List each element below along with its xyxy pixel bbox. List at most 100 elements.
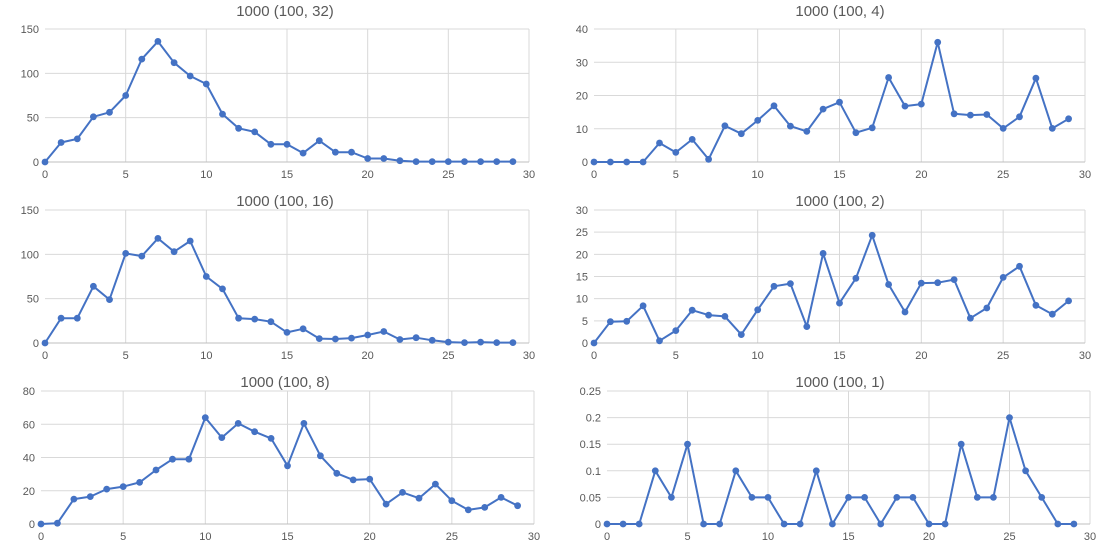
data-point bbox=[299, 149, 307, 157]
data-point bbox=[950, 276, 958, 283]
data-point bbox=[803, 127, 811, 135]
data-point bbox=[412, 334, 420, 342]
data-point bbox=[983, 304, 991, 312]
x-tick-label: 25 bbox=[442, 169, 454, 181]
data-point bbox=[348, 334, 355, 342]
data-point bbox=[444, 338, 452, 346]
data-point bbox=[990, 494, 997, 501]
data-point bbox=[219, 285, 226, 293]
y-tick-label: 20 bbox=[576, 249, 588, 261]
x-tick-label: 20 bbox=[915, 350, 927, 362]
chart-panel-4: 1000 (100, 2) 0 5 10 15 20 25 30 0 5 10 15 20 25 30 bbox=[576, 193, 1091, 362]
y-tick-label: 0 bbox=[582, 338, 588, 350]
data-point bbox=[185, 455, 193, 463]
data-point bbox=[721, 122, 729, 130]
data-point bbox=[477, 338, 484, 346]
series-line bbox=[607, 416, 1074, 525]
data-point bbox=[432, 480, 439, 488]
y-tick-label: 50 bbox=[27, 294, 39, 306]
chart-panel-5: 1000 (100, 8) 0 20 40 60 80 0 5 10 15 20 25 30 bbox=[23, 374, 540, 543]
y-tick-label: 150 bbox=[21, 24, 39, 36]
x-tick-label: 15 bbox=[842, 531, 854, 543]
data-point bbox=[1038, 494, 1046, 501]
data-point bbox=[428, 336, 436, 344]
x-tick-label: 20 bbox=[364, 531, 376, 543]
data-point bbox=[1070, 520, 1078, 528]
data-point bbox=[380, 328, 388, 335]
data-point bbox=[877, 520, 885, 528]
data-point bbox=[267, 435, 275, 442]
data-point bbox=[202, 80, 210, 88]
x-tick-label: 30 bbox=[1084, 531, 1096, 543]
data-point bbox=[893, 494, 901, 501]
data-point bbox=[219, 110, 226, 118]
data-point bbox=[251, 315, 259, 323]
data-point bbox=[639, 302, 647, 310]
data-point bbox=[138, 252, 146, 260]
data-point bbox=[737, 331, 745, 338]
data-point bbox=[1048, 124, 1056, 132]
x-tick-label: 0 bbox=[591, 169, 597, 181]
chart-panel-3: 1000 (100, 16) 0 50 100 150 0 5 10 15 20 25 30 bbox=[21, 193, 535, 362]
data-point bbox=[967, 111, 974, 119]
data-point bbox=[607, 318, 614, 326]
data-point bbox=[672, 327, 680, 334]
data-point bbox=[635, 520, 643, 528]
data-point bbox=[497, 494, 505, 501]
x-tick-label: 0 bbox=[604, 531, 610, 543]
y-tick-label: 15 bbox=[576, 272, 588, 284]
data-point bbox=[957, 440, 965, 448]
data-point bbox=[603, 520, 611, 528]
y-tick-label: 25 bbox=[576, 227, 588, 239]
data-point bbox=[967, 314, 974, 322]
data-point bbox=[481, 504, 489, 511]
x-tick-label: 5 bbox=[123, 169, 129, 181]
chart-title: 1000 (100, 8) bbox=[240, 374, 329, 391]
data-point bbox=[836, 98, 843, 106]
data-point bbox=[754, 117, 762, 124]
x-tick-label: 0 bbox=[38, 531, 44, 543]
data-point bbox=[202, 273, 210, 280]
y-tick-label: 0.05 bbox=[580, 492, 601, 504]
y-tick-label: 0.2 bbox=[586, 413, 601, 425]
data-point bbox=[819, 250, 827, 257]
data-point bbox=[349, 476, 357, 484]
data-point bbox=[493, 158, 501, 166]
y-tick-label: 100 bbox=[21, 68, 39, 80]
data-point bbox=[235, 124, 243, 132]
x-tick-label: 15 bbox=[281, 350, 293, 362]
data-point bbox=[672, 149, 680, 156]
data-point bbox=[656, 337, 663, 345]
data-point bbox=[705, 311, 712, 319]
data-point bbox=[428, 158, 436, 166]
data-point bbox=[623, 158, 631, 166]
data-point bbox=[106, 108, 113, 116]
data-point bbox=[267, 140, 275, 148]
data-point bbox=[514, 502, 521, 510]
data-point bbox=[901, 102, 909, 110]
data-point bbox=[668, 494, 675, 501]
data-point bbox=[623, 317, 631, 325]
data-point bbox=[796, 520, 804, 528]
data-point bbox=[917, 100, 925, 108]
data-point bbox=[283, 329, 291, 336]
data-point bbox=[415, 494, 423, 502]
x-tick-label: 30 bbox=[1079, 350, 1091, 362]
data-point bbox=[448, 497, 456, 505]
data-point bbox=[315, 335, 323, 342]
y-tick-label: 0.15 bbox=[580, 439, 601, 451]
x-tick-label: 0 bbox=[42, 169, 48, 181]
x-tick-label: 30 bbox=[1079, 169, 1091, 181]
data-point bbox=[1022, 467, 1029, 475]
x-tick-label: 15 bbox=[281, 531, 293, 543]
data-point bbox=[983, 111, 991, 118]
data-point bbox=[639, 158, 647, 166]
data-point bbox=[700, 520, 707, 528]
data-point bbox=[1065, 115, 1072, 123]
chart-title: 1000 (100, 4) bbox=[795, 3, 884, 20]
data-point bbox=[829, 520, 836, 528]
data-point bbox=[464, 506, 472, 514]
data-point bbox=[461, 158, 468, 166]
data-point bbox=[737, 130, 745, 138]
data-point bbox=[590, 158, 598, 166]
